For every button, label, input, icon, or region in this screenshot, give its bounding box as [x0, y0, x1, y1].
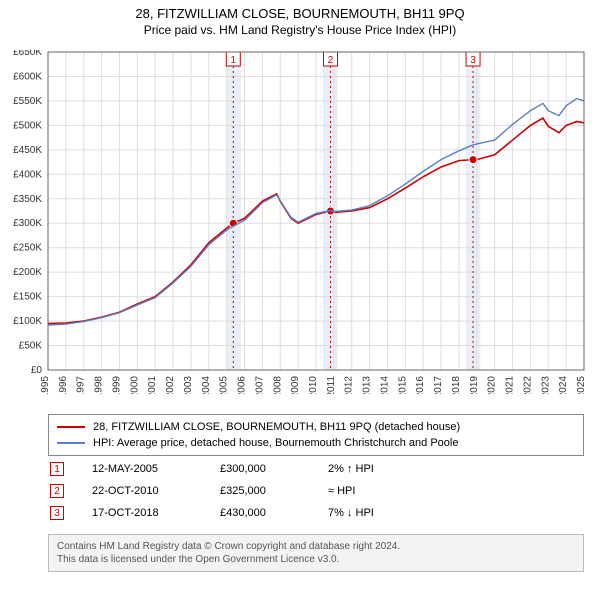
svg-text:£200K: £200K: [13, 267, 42, 278]
svg-text:1995: 1995: [40, 376, 51, 394]
svg-text:2018: 2018: [451, 376, 462, 394]
svg-text:2020: 2020: [487, 376, 498, 394]
event-marker-icon: 3: [50, 506, 64, 520]
event-hpi: 7% ↓ HPI: [328, 507, 428, 519]
svg-text:£400K: £400K: [13, 169, 42, 180]
event-hpi: ≈ HPI: [328, 485, 428, 497]
svg-text:1998: 1998: [94, 376, 105, 394]
svg-text:£300K: £300K: [13, 218, 42, 229]
event-marker-icon: 1: [50, 462, 64, 476]
title-line-2: Price paid vs. HM Land Registry's House …: [0, 23, 600, 39]
event-price: £300,000: [220, 463, 300, 475]
svg-text:1999: 1999: [111, 376, 122, 394]
legend-label: 28, FITZWILLIAM CLOSE, BOURNEMOUTH, BH11…: [93, 421, 460, 433]
svg-text:2016: 2016: [415, 376, 426, 394]
svg-text:£600K: £600K: [13, 71, 42, 82]
svg-text:2012: 2012: [344, 376, 355, 394]
title-block: 28, FITZWILLIAM CLOSE, BOURNEMOUTH, BH11…: [0, 0, 600, 38]
svg-text:1996: 1996: [58, 376, 69, 394]
svg-text:2014: 2014: [379, 376, 390, 394]
svg-text:2010: 2010: [308, 376, 319, 394]
legend-swatch: [57, 442, 85, 444]
svg-text:2005: 2005: [219, 376, 230, 394]
event-date: 12-MAY-2005: [92, 463, 192, 475]
event-row: 3 17-OCT-2018 £430,000 7% ↓ HPI: [48, 502, 584, 524]
event-hpi: 2% ↑ HPI: [328, 463, 428, 475]
svg-text:2000: 2000: [129, 376, 140, 394]
svg-text:2008: 2008: [272, 376, 283, 394]
svg-text:2017: 2017: [433, 376, 444, 394]
event-date: 22-OCT-2010: [92, 485, 192, 497]
svg-text:2019: 2019: [469, 376, 480, 394]
svg-text:£450K: £450K: [13, 145, 42, 156]
svg-text:2021: 2021: [505, 376, 516, 394]
event-price: £325,000: [220, 485, 300, 497]
svg-text:£500K: £500K: [13, 120, 42, 131]
svg-text:2006: 2006: [237, 376, 248, 394]
svg-text:2009: 2009: [290, 376, 301, 394]
svg-text:2025: 2025: [576, 376, 587, 394]
svg-text:2: 2: [328, 55, 334, 66]
svg-text:2003: 2003: [183, 376, 194, 394]
footer-line-1: Contains HM Land Registry data © Crown c…: [57, 540, 575, 553]
svg-text:£250K: £250K: [13, 243, 42, 254]
legend-row: HPI: Average price, detached house, Bour…: [57, 435, 575, 451]
svg-text:£350K: £350K: [13, 194, 42, 205]
svg-text:£100K: £100K: [13, 316, 42, 327]
price-chart: £0 £50K £100K £150K £200K £250K £300K £350K £400…: [4, 50, 540, 390]
event-price: £430,000: [220, 507, 300, 519]
svg-text:£550K: £550K: [13, 96, 42, 107]
svg-text:2022: 2022: [522, 376, 533, 394]
legend-label: HPI: Average price, detached house, Bour…: [93, 437, 458, 449]
title-line-1: 28, FITZWILLIAM CLOSE, BOURNEMOUTH, BH11…: [0, 6, 600, 23]
svg-text:2002: 2002: [165, 376, 176, 394]
event-row: 2 22-OCT-2010 £325,000 ≈ HPI: [48, 480, 584, 502]
svg-text:1997: 1997: [76, 376, 87, 394]
svg-text:2004: 2004: [201, 376, 212, 394]
svg-text:2015: 2015: [397, 376, 408, 394]
svg-text:2023: 2023: [540, 376, 551, 394]
event-marker-icon: 2: [50, 484, 64, 498]
event-row: 1 12-MAY-2005 £300,000 2% ↑ HPI: [48, 458, 584, 480]
legend-swatch: [57, 426, 85, 428]
svg-text:£0: £0: [31, 365, 43, 376]
svg-text:£150K: £150K: [13, 292, 42, 303]
svg-text:1: 1: [230, 55, 236, 66]
svg-text:2013: 2013: [362, 376, 373, 394]
events-table: 1 12-MAY-2005 £300,000 2% ↑ HPI 2 22-OCT…: [48, 458, 584, 524]
legend-row: 28, FITZWILLIAM CLOSE, BOURNEMOUTH, BH11…: [57, 419, 575, 435]
legend: 28, FITZWILLIAM CLOSE, BOURNEMOUTH, BH11…: [48, 414, 584, 456]
event-date: 17-OCT-2018: [92, 507, 192, 519]
svg-text:2024: 2024: [558, 376, 569, 394]
svg-text:3: 3: [470, 55, 476, 66]
footer-line-2: This data is licensed under the Open Gov…: [57, 553, 575, 566]
svg-text:2011: 2011: [326, 376, 337, 394]
svg-text:£50K: £50K: [19, 341, 43, 352]
footer-attribution: Contains HM Land Registry data © Crown c…: [48, 534, 584, 572]
svg-text:2001: 2001: [147, 376, 158, 394]
svg-text:2007: 2007: [254, 376, 265, 394]
svg-text:£650K: £650K: [13, 50, 42, 58]
